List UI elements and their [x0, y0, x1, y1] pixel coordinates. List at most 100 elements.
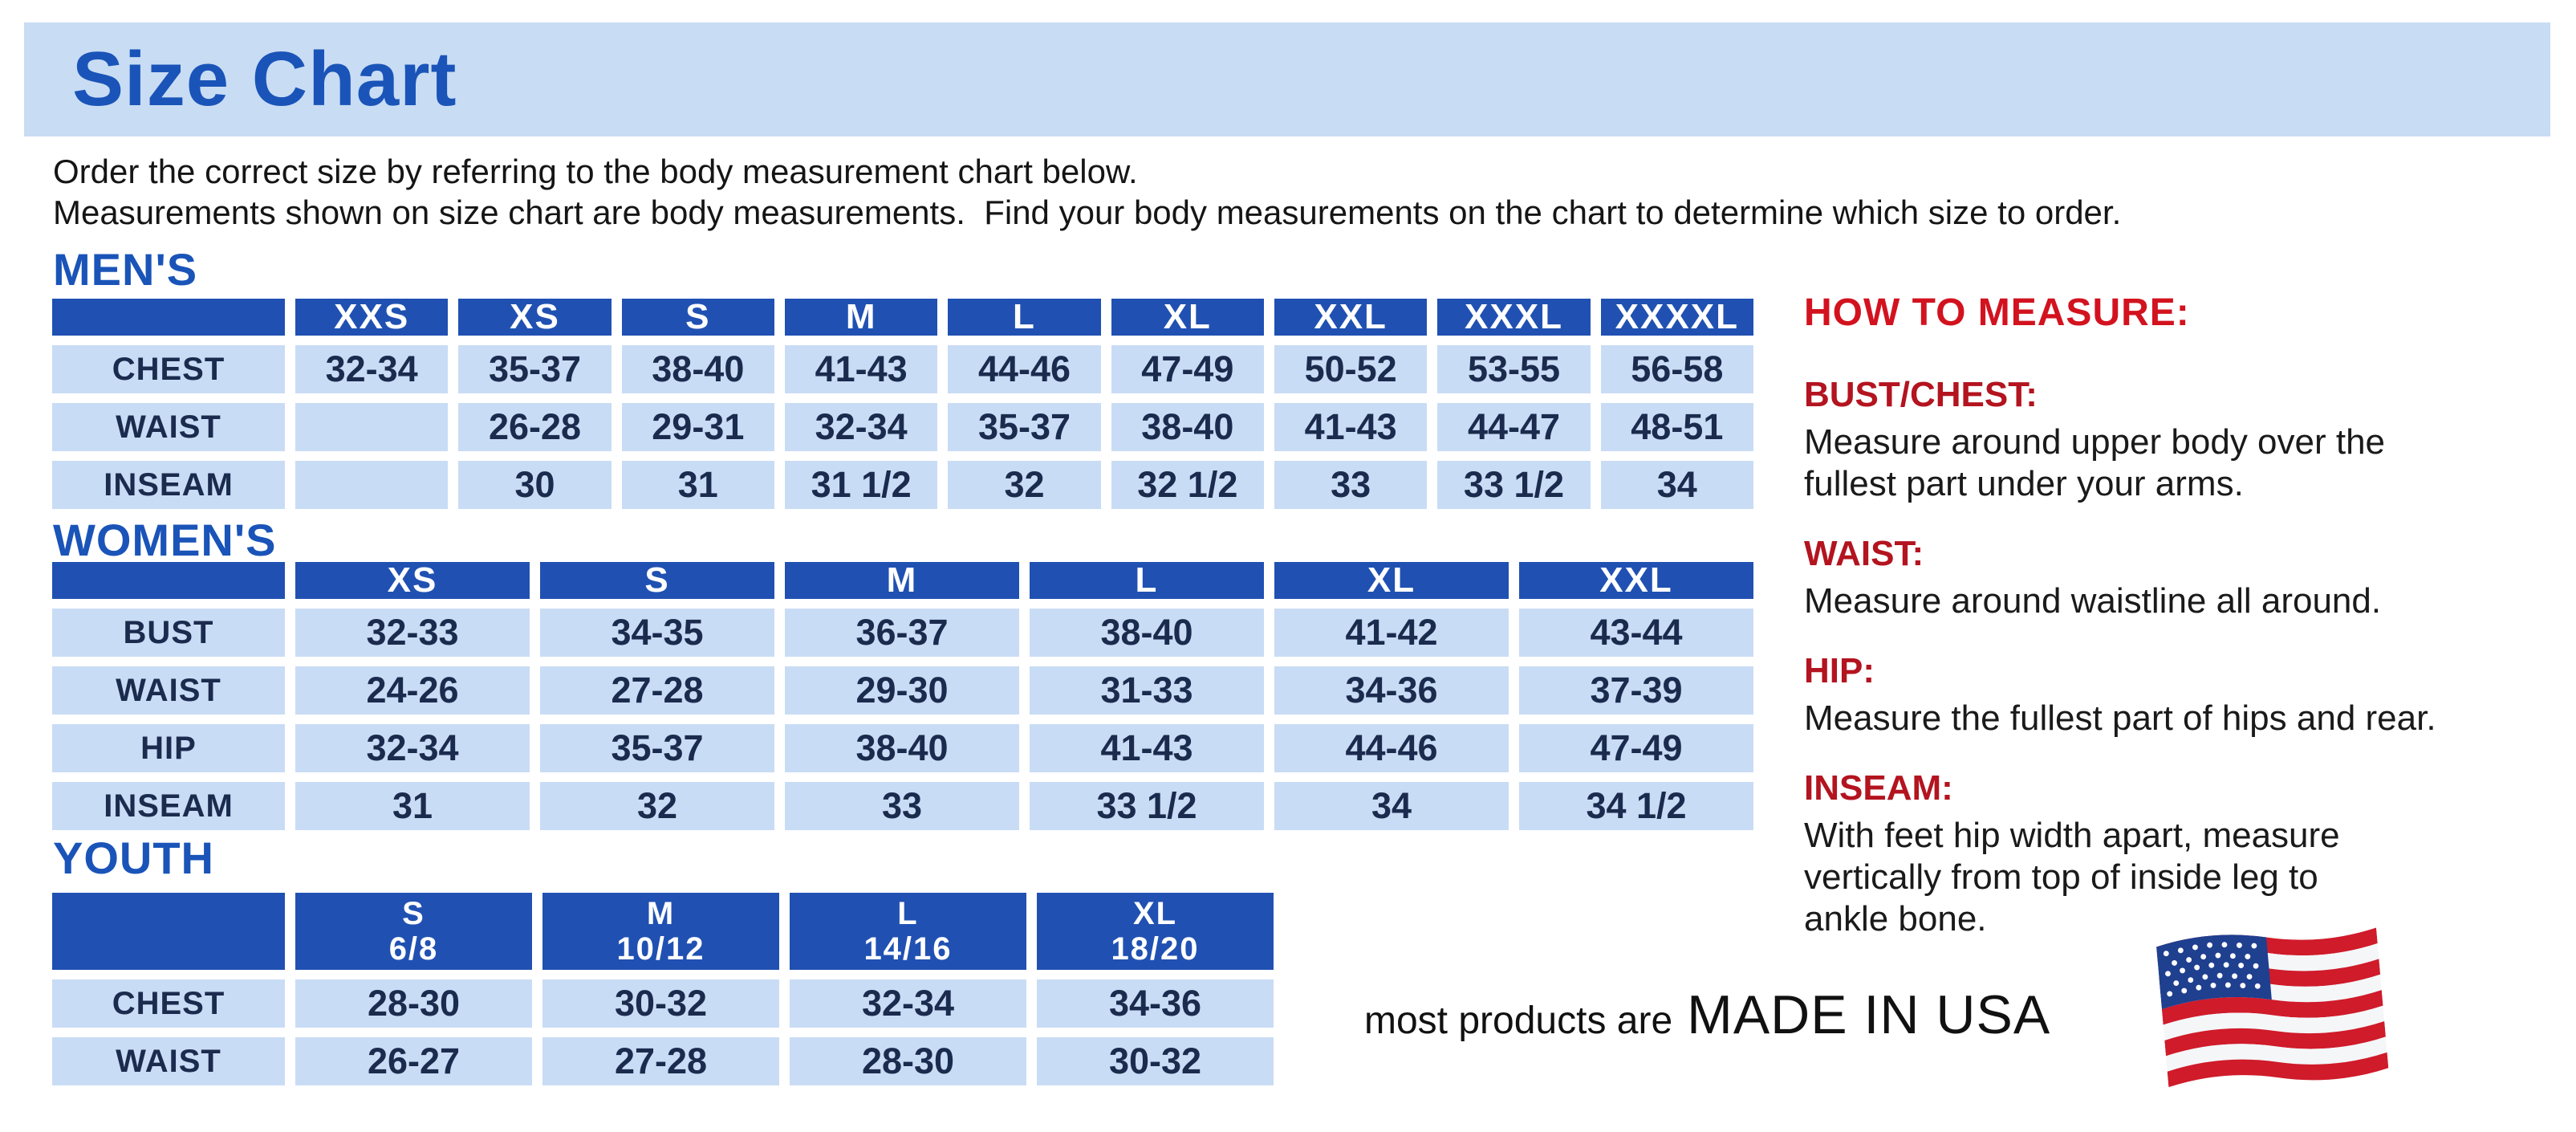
size-label: M: [646, 896, 676, 931]
size-column-header: L: [1030, 560, 1264, 600]
measurement-cell: 31: [621, 461, 774, 509]
measurement-cell: 44-47: [1437, 403, 1591, 451]
measurement-cell: 44-46: [948, 345, 1101, 393]
measurement-cell: 36-37: [785, 609, 1019, 657]
measurement-cell: 33 1/2: [1437, 461, 1591, 509]
measurement-cell: 53-55: [1437, 345, 1591, 393]
size-sub-label: 18/20: [1111, 931, 1200, 967]
measurement-cell: 47-49: [1111, 345, 1264, 393]
measurement-cell: 24-26: [295, 666, 530, 715]
measurement-cell: 31: [295, 782, 530, 830]
measurement-cell: 38-40: [1030, 609, 1264, 657]
measurement-cell: 33 1/2: [1030, 782, 1264, 830]
measurement-cell: 38-40: [621, 345, 774, 393]
measurement-cell: 41-43: [784, 345, 938, 393]
size-column-header: L: [948, 297, 1101, 336]
size-sub-label: 10/12: [616, 931, 705, 967]
womens-size-table: XS S M L XL XXL BUST 32-33 34-35 36-37 38-40 41-42 4…: [52, 560, 1753, 830]
measurement-cell: 32-33: [295, 609, 530, 657]
row-label-cell: INSEAM: [52, 782, 285, 830]
size-column-header: M 10/12: [542, 893, 779, 970]
table-corner-cell: [52, 299, 285, 336]
measurement-cell: 41-43: [1030, 724, 1264, 772]
page-title: Size Chart: [72, 36, 457, 122]
measurement-cell: 41-42: [1274, 609, 1509, 657]
measure-label: WAIST:: [1804, 534, 1924, 573]
measurement-cell: 35-37: [540, 724, 774, 772]
measurement-cell: 34: [1600, 461, 1753, 509]
measurement-cell: 30-32: [1037, 1037, 1274, 1085]
table-corner-cell: [52, 562, 285, 599]
measurement-cell: 31 1/2: [784, 461, 938, 509]
measurement-cell: 43-44: [1519, 609, 1753, 657]
size-column-header: XXXXL: [1600, 297, 1753, 336]
row-label-cell: WAIST: [52, 403, 285, 451]
size-column-header: XXS: [295, 297, 449, 336]
size-column-header: S: [540, 560, 774, 600]
measure-label: HIP:: [1804, 651, 1875, 690]
made-in-usa-prefix: most products are: [1364, 1000, 1673, 1042]
measurement-cell: 35-37: [948, 403, 1101, 451]
measurement-cell: 28-30: [295, 979, 532, 1028]
table-corner-cell: [52, 893, 285, 970]
size-sub-label: 14/16: [863, 931, 953, 967]
measurement-cell: 30: [458, 461, 611, 509]
measurement-cell: 28-30: [790, 1037, 1026, 1085]
measurement-cell: 47-49: [1519, 724, 1753, 772]
measurement-cell: 33: [785, 782, 1019, 830]
measurement-cell: 34-36: [1274, 666, 1509, 715]
measurement-cell: 34-35: [540, 609, 774, 657]
measure-text: Measure around waistline all around.: [1804, 581, 2382, 621]
measure-section-inseam: INSEAM: With feet hip width apart, measu…: [1804, 768, 2576, 940]
measure-text: With feet hip width apart, measure verti…: [1804, 816, 2340, 939]
mens-size-table: XXS XS S M L XL XXL XXXL XXXXL CHEST 32-34 35-37 38-…: [52, 297, 1753, 509]
measurement-cell: 27-28: [542, 1037, 779, 1085]
row-label-cell: WAIST: [52, 666, 285, 715]
measurement-cell: 32-34: [790, 979, 1026, 1028]
row-label-cell: CHEST: [52, 345, 285, 393]
measurement-cell: 32-34: [295, 724, 530, 772]
size-column-header: XS: [458, 297, 611, 336]
made-in-usa-text: MADE IN USA: [1687, 984, 2051, 1045]
womens-section-heading: WOMEN'S: [53, 515, 277, 565]
size-column-header: XXL: [1274, 297, 1428, 336]
measurement-cell: [295, 461, 449, 509]
mens-section-heading: MEN'S: [53, 244, 198, 295]
measurement-cell: 48-51: [1600, 403, 1753, 451]
row-label-cell: HIP: [52, 724, 285, 772]
row-label-cell: INSEAM: [52, 461, 285, 509]
measurement-cell: [295, 403, 449, 451]
measurement-cell: 29-31: [621, 403, 774, 451]
size-column-header: XL: [1111, 297, 1264, 336]
intro-text: Order the correct size by referring to t…: [53, 153, 2122, 231]
measurement-cell: 37-39: [1519, 666, 1753, 715]
measurement-cell: 27-28: [540, 666, 774, 715]
measure-text: Measure around upper body over the fulle…: [1804, 422, 2386, 503]
size-column-header: XXL: [1519, 560, 1753, 600]
measurement-cell: 41-43: [1274, 403, 1428, 451]
measurement-cell: 32: [948, 461, 1101, 509]
youth-size-table: S 6/8 M 10/12 L 14/16 XL 18/20 CHEST 28-30 30-32 32…: [52, 893, 1274, 1085]
measurement-cell: 32: [540, 782, 774, 830]
size-label: S: [402, 896, 425, 931]
how-to-measure-panel: HOW TO MEASURE: BUST/CHEST: Measure arou…: [1804, 291, 2576, 969]
size-column-header: XL 18/20: [1037, 893, 1274, 970]
measure-text: Measure the fullest part of hips and rea…: [1804, 698, 2436, 738]
measurement-cell: 44-46: [1274, 724, 1509, 772]
measure-section-bust-chest: BUST/CHEST: Measure around upper body ov…: [1804, 375, 2576, 505]
measurement-cell: 30-32: [542, 979, 779, 1028]
measurement-cell: 26-28: [458, 403, 611, 451]
measurement-cell: 35-37: [458, 345, 611, 393]
row-label-cell: WAIST: [52, 1037, 285, 1085]
measure-label: INSEAM:: [1804, 768, 1953, 808]
measurement-cell: 29-30: [785, 666, 1019, 715]
size-column-header: S 6/8: [295, 893, 532, 970]
size-sub-label: 6/8: [388, 931, 439, 967]
size-column-header: XS: [295, 560, 530, 600]
measurement-cell: 33: [1274, 461, 1428, 509]
measurement-cell: 38-40: [1111, 403, 1264, 451]
size-column-header: M: [785, 560, 1019, 600]
size-column-header: XXXL: [1437, 297, 1591, 336]
measure-section-hip: HIP: Measure the fullest part of hips an…: [1804, 651, 2576, 739]
